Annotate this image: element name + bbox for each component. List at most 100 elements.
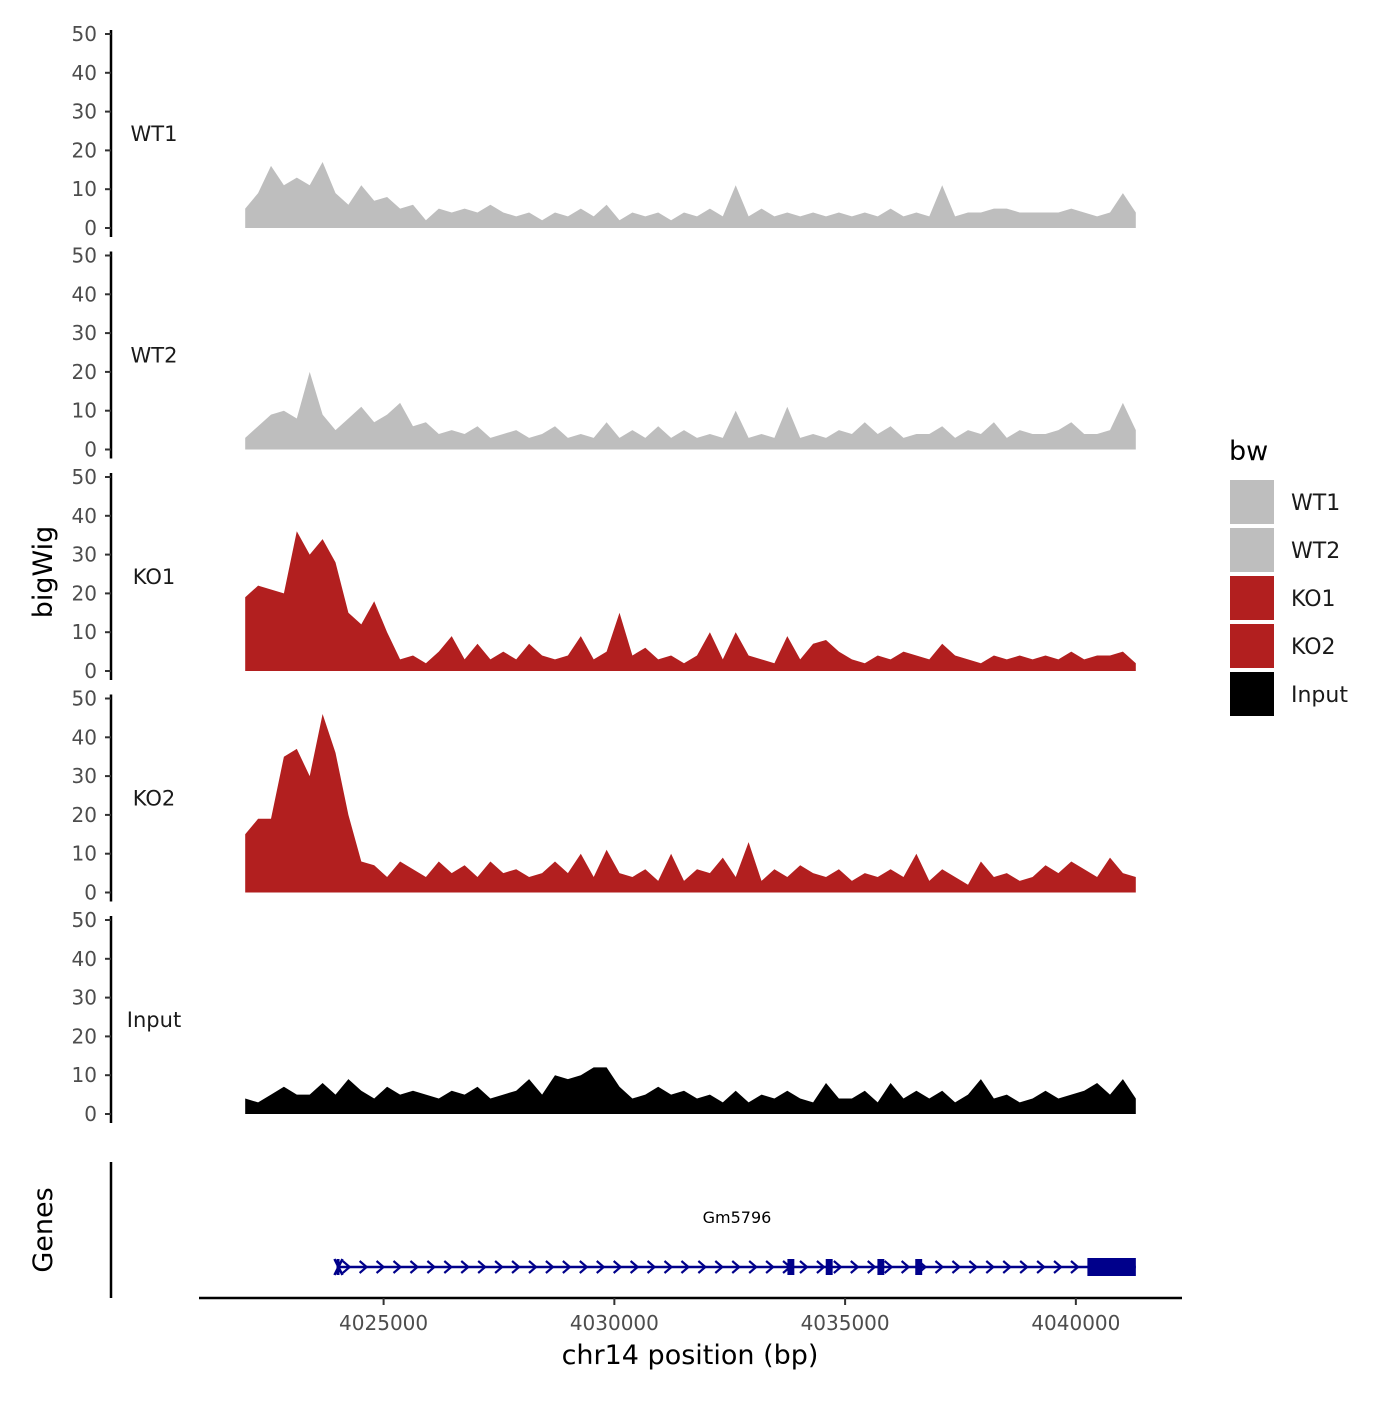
strand-arrow <box>714 1260 724 1274</box>
y-tick-label: 30 <box>72 986 97 1010</box>
legend-key-ko2 <box>1230 624 1274 668</box>
signal-area-input <box>245 1067 1136 1114</box>
strand-arrow <box>341 1260 352 1274</box>
strand-arrow <box>680 1260 691 1274</box>
y-tick-label: 10 <box>72 1063 97 1087</box>
y-tick-label: 0 <box>84 438 97 462</box>
y-tick-label: 0 <box>84 659 97 683</box>
strand-arrow <box>579 1260 589 1274</box>
y-tick-label: 40 <box>72 947 97 971</box>
strand-arrow <box>867 1260 877 1274</box>
y-tick-label: 40 <box>72 725 97 749</box>
strand-arrow <box>1002 1260 1012 1274</box>
y-tick-label: 40 <box>72 282 97 306</box>
strand-arrow <box>596 1260 606 1274</box>
y-tick-label: 50 <box>72 687 97 711</box>
y-tick-label: 50 <box>72 908 97 932</box>
track-ko2: 0 10 20 30 40 50 KO2 <box>72 687 1136 905</box>
legend-key-wt2 <box>1230 528 1274 572</box>
legend-title: bw <box>1229 436 1268 467</box>
strand-arrow <box>545 1260 555 1274</box>
x-tick-label: 4035000 <box>801 1311 890 1335</box>
strand-arrow <box>1036 1260 1046 1274</box>
y-tick-label: 30 <box>72 543 97 567</box>
signal-area-ko1 <box>245 531 1136 671</box>
y-tick-label: 30 <box>72 321 97 345</box>
strand-arrow <box>850 1260 860 1274</box>
y-tick-label: 20 <box>72 360 97 384</box>
y-tick-label: 0 <box>84 881 97 905</box>
gene-exon <box>915 1259 923 1275</box>
strand-arrow <box>951 1260 962 1274</box>
x-tick-label: 4040000 <box>1031 1311 1120 1335</box>
y-tick-label: 10 <box>72 399 97 423</box>
signal-area-ko2 <box>245 714 1136 893</box>
y-tick-label: 50 <box>72 244 97 268</box>
y-tick-label: 40 <box>72 61 97 85</box>
strand-arrow <box>816 1260 826 1274</box>
strand-arrow <box>528 1260 538 1274</box>
signal-area-wt2 <box>245 371 1136 450</box>
y-tick-label: 30 <box>72 100 97 124</box>
legend: bw WT1 WT2 KO1 KO2 Input <box>1229 436 1348 716</box>
strand-arrow <box>612 1260 623 1274</box>
strand-arrow <box>663 1260 674 1274</box>
gene-exon <box>825 1259 833 1275</box>
gene-exon <box>787 1259 795 1275</box>
signal-tracks: 0 10 20 30 40 50 WT1 0 10 20 30 40 50 WT2 0 10 20 30 40 50 K… <box>72 22 1136 1126</box>
gene-start-marker <box>333 1258 344 1276</box>
strand-arrow <box>511 1260 521 1274</box>
strand-arrow <box>833 1260 843 1274</box>
y-tick-label: 10 <box>72 842 97 866</box>
strand-arrow <box>1070 1260 1080 1274</box>
strand-arrow <box>934 1260 945 1274</box>
track-label-wt2: WT2 <box>131 344 178 368</box>
strand-arrow <box>358 1260 369 1274</box>
y-tick-label: 20 <box>72 803 97 827</box>
strand-arrow <box>968 1260 979 1274</box>
strand-arrow <box>799 1260 809 1274</box>
track-ko1: 0 10 20 30 40 50 KO1 <box>72 465 1136 683</box>
legend-key-ko1 <box>1230 576 1274 620</box>
track-label-ko1: KO1 <box>133 565 176 589</box>
track-label-wt1: WT1 <box>131 122 178 146</box>
strand-arrow <box>748 1260 758 1274</box>
signal-area-wt1 <box>245 162 1136 228</box>
y-tick-label: 40 <box>72 504 97 528</box>
track-label-input: Input <box>127 1008 181 1032</box>
strand-arrow <box>765 1260 775 1274</box>
y-tick-label: 50 <box>72 465 97 489</box>
y-tick-label: 50 <box>72 22 97 46</box>
legend-label-wt2: WT2 <box>1291 539 1340 564</box>
y-tick-label: 0 <box>84 1102 97 1126</box>
legend-key-wt1 <box>1230 480 1274 524</box>
x-tick-label: 4030000 <box>570 1311 659 1335</box>
strand-arrow <box>883 1260 894 1274</box>
gene-track-title: Genes <box>28 1187 59 1272</box>
y-tick-label: 10 <box>72 620 97 644</box>
y-axis-title: bigWig <box>28 526 59 619</box>
track-wt1: 0 10 20 30 40 50 WT1 <box>72 22 1136 240</box>
strand-arrow <box>460 1260 470 1274</box>
y-tick-label: 0 <box>84 216 97 240</box>
strand-arrow <box>375 1260 386 1274</box>
strand-arrow <box>494 1260 504 1274</box>
strand-arrow <box>985 1260 995 1274</box>
track-wt2: 0 10 20 30 40 50 WT2 <box>72 244 1136 462</box>
strand-arrow <box>392 1260 403 1274</box>
strand-arrow <box>1019 1260 1029 1274</box>
strand-arrow <box>1053 1260 1063 1274</box>
strand-arrow <box>409 1260 420 1274</box>
legend-label-ko2: KO2 <box>1291 635 1336 660</box>
legend-label-ko1: KO1 <box>1291 587 1336 612</box>
strand-arrow <box>731 1260 741 1274</box>
strand-arrow <box>629 1260 640 1274</box>
x-axis-title: chr14 position (bp) <box>562 1340 819 1371</box>
y-tick-label: 10 <box>72 177 97 201</box>
gene-track: Genes Gm5796 <box>28 1162 1136 1298</box>
track-label-ko2: KO2 <box>133 787 176 811</box>
strand-arrow <box>426 1260 437 1274</box>
strand-arrow <box>477 1260 487 1274</box>
strand-arrow <box>900 1260 911 1274</box>
